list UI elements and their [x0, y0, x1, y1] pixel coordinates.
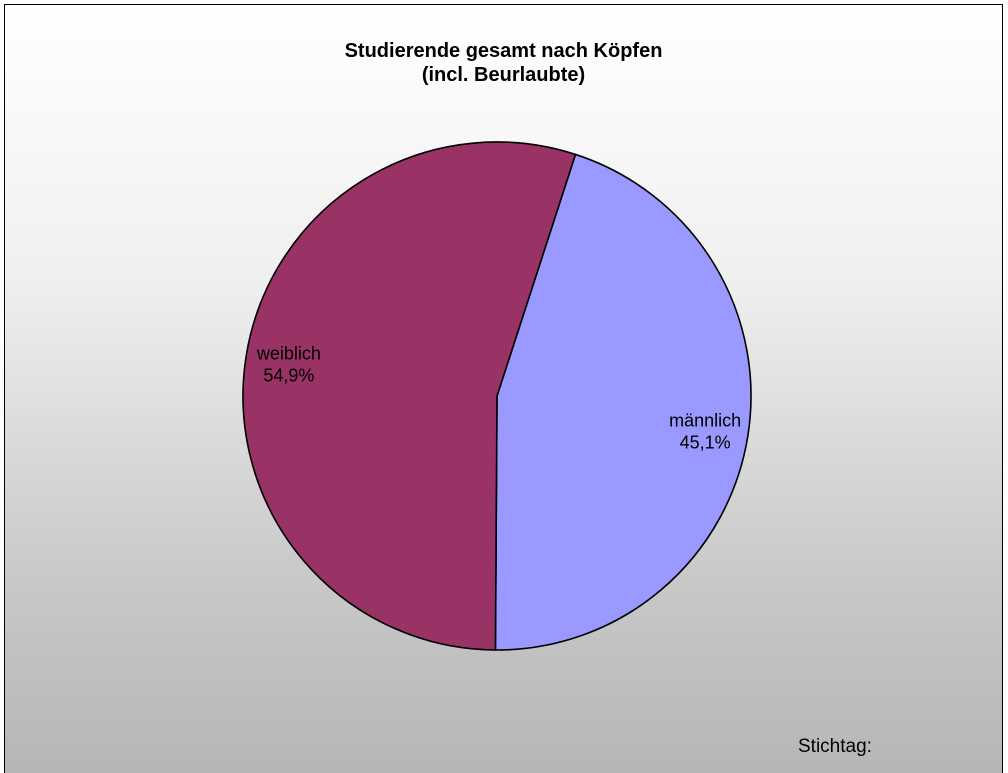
- slice-label-männlich: männlich: [669, 411, 741, 431]
- pie-slice-männlich: [494, 153, 752, 651]
- slice-value-label-weiblich: 54,9%: [263, 365, 314, 385]
- chart-title-block: Studierende gesamt nach Köpfen (incl. Be…: [5, 39, 1002, 87]
- chart-title: Studierende gesamt nach Köpfen: [344, 40, 663, 62]
- footer-note: Stichtag:: [798, 736, 872, 757]
- pie-slice-weiblich: [242, 141, 577, 651]
- chart-subtitle: (incl. Beurlaubte): [421, 64, 586, 86]
- chart-area: Studierende gesamt nach Köpfen (incl. Be…: [4, 4, 1003, 773]
- slice-label-weiblich: weiblich: [256, 343, 321, 363]
- slice-value-label-männlich: 45,1%: [680, 433, 731, 453]
